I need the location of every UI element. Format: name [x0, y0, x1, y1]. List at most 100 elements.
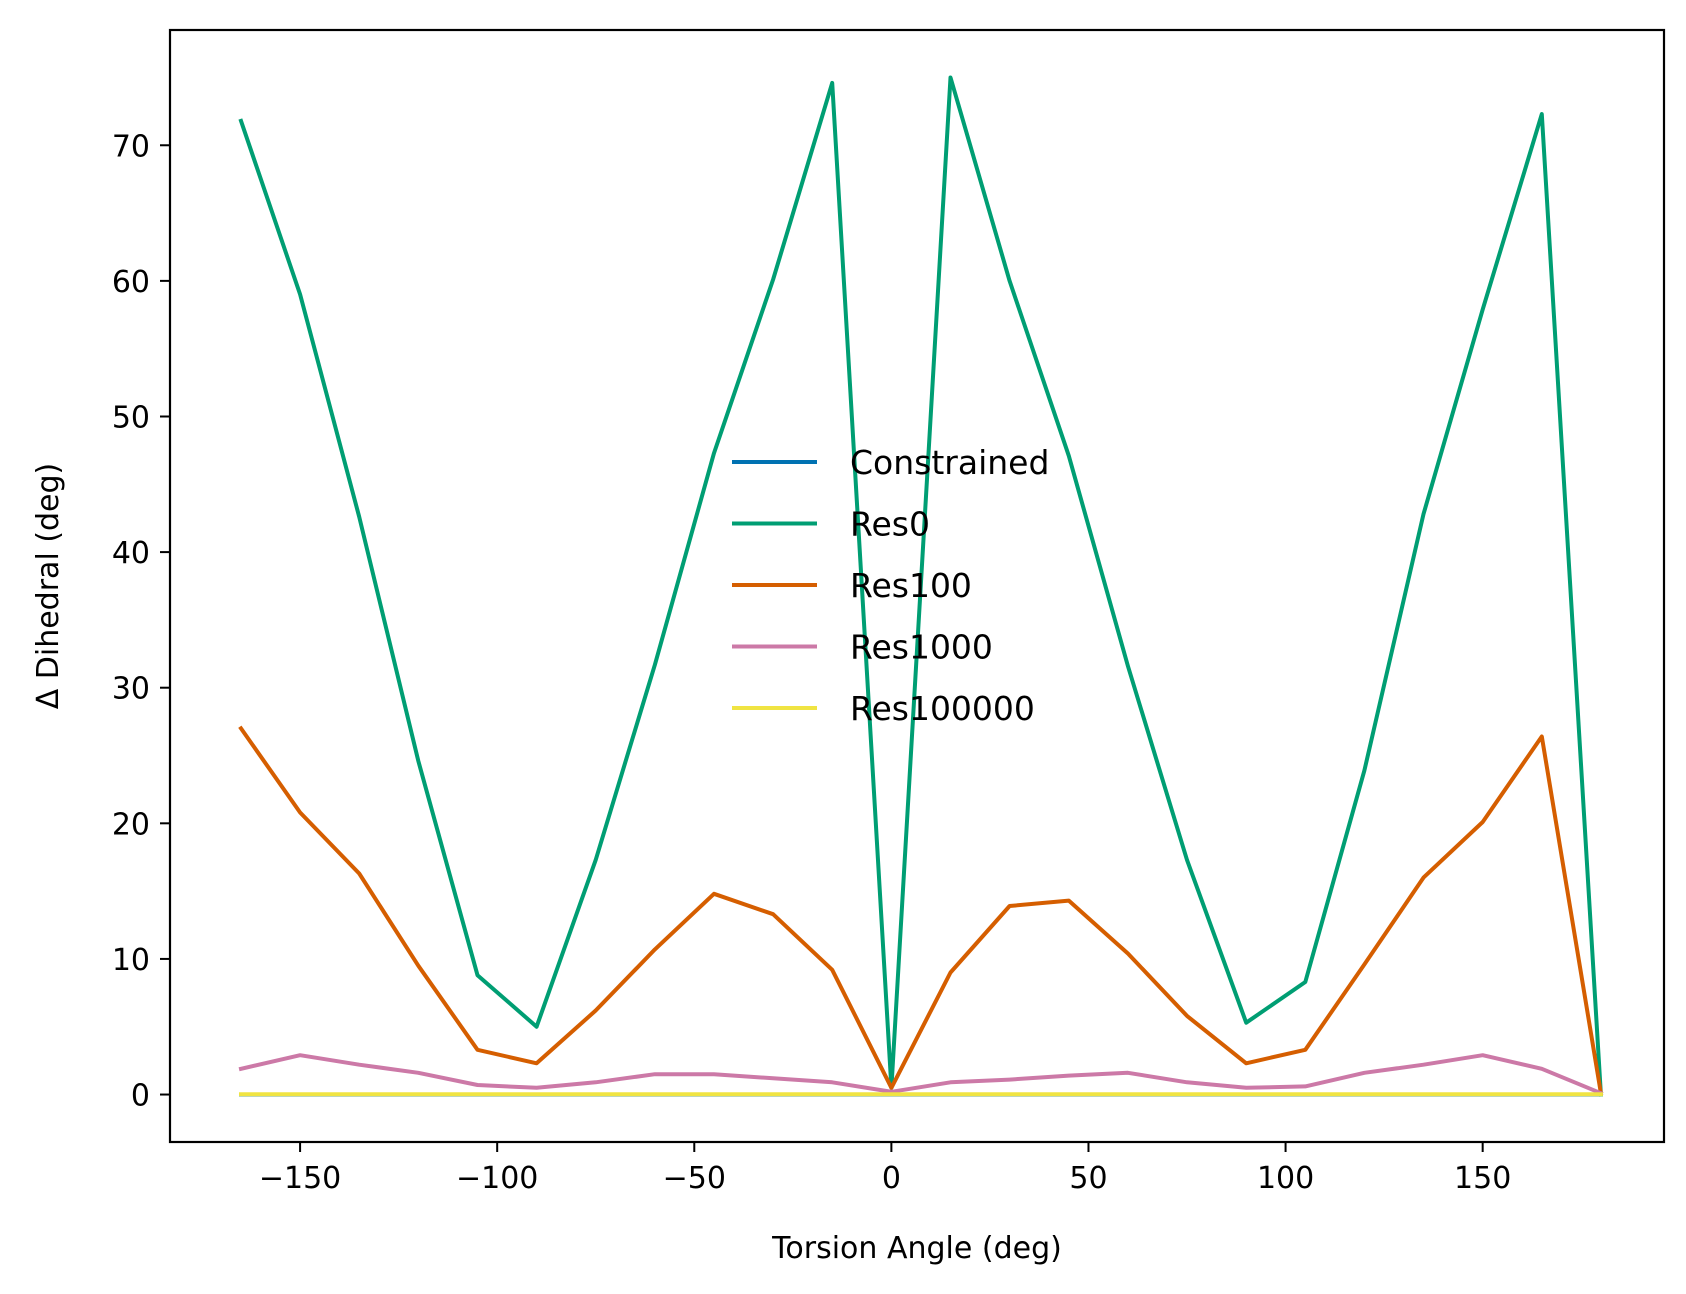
data-point: [712, 1072, 716, 1076]
data-point: [298, 1092, 302, 1096]
data-point: [1422, 512, 1426, 516]
legend-label: Res100000: [850, 689, 1035, 728]
x-tick-label: −150: [259, 1161, 341, 1196]
series-line: [238, 1053, 1604, 1096]
data-point: [476, 1092, 480, 1096]
data-point: [1481, 1053, 1485, 1057]
data-point: [771, 278, 775, 282]
data-point: [476, 1048, 480, 1052]
x-tick-label: −100: [456, 1161, 538, 1196]
data-point: [1008, 279, 1012, 283]
data-point: [1185, 1014, 1189, 1018]
data-point: [1008, 1078, 1012, 1082]
data-point: [771, 912, 775, 916]
data-point: [949, 971, 953, 975]
data-point: [239, 1067, 243, 1071]
y-tick-label: 60: [112, 265, 150, 300]
data-point: [1067, 454, 1071, 458]
data-point: [535, 1092, 539, 1096]
y-tick-label: 70: [112, 129, 150, 164]
data-point: [298, 292, 302, 296]
data-point: [949, 1092, 953, 1096]
data-point: [1540, 735, 1544, 739]
data-point: [1481, 820, 1485, 824]
data-point: [1540, 1092, 1544, 1096]
data-point: [594, 1092, 598, 1096]
legend-item: Res0: [732, 505, 930, 544]
data-point: [1422, 1063, 1426, 1067]
y-axis: 0 10 20 30 40 50 60 70: [112, 129, 170, 1114]
data-point: [416, 1071, 420, 1075]
data-point: [830, 968, 834, 972]
series-layer: [238, 75, 1604, 1097]
data-point: [1540, 112, 1544, 116]
data-point: [1540, 1067, 1544, 1071]
data-point: [1008, 1092, 1012, 1096]
data-point: [1362, 962, 1366, 966]
data-point: [416, 1092, 420, 1096]
data-point: [1244, 1061, 1248, 1065]
data-point: [1481, 307, 1485, 311]
data-point: [1422, 876, 1426, 880]
data-point: [830, 1080, 834, 1084]
series-line: [238, 725, 1604, 1096]
y-tick-label: 40: [112, 536, 150, 571]
data-point: [1481, 1092, 1485, 1096]
data-point: [1422, 1092, 1426, 1096]
y-tick-label: 10: [112, 943, 150, 978]
y-axis-label: Δ Dihedral (deg): [31, 463, 66, 710]
data-point: [416, 759, 420, 763]
data-point: [653, 663, 657, 667]
data-point: [1244, 1086, 1248, 1090]
data-point: [239, 726, 243, 730]
data-point: [1185, 858, 1189, 862]
data-point: [535, 1061, 539, 1065]
data-point: [1244, 1021, 1248, 1025]
x-tick-label: 0: [882, 1161, 901, 1196]
x-tick-label: 100: [1257, 1161, 1314, 1196]
data-point: [1067, 1092, 1071, 1096]
data-point: [653, 1072, 657, 1076]
data-point: [949, 76, 953, 80]
x-tick-label: −50: [663, 1161, 726, 1196]
series-res0: [238, 75, 1604, 1097]
y-tick-label: 20: [112, 807, 150, 842]
data-point: [1185, 1092, 1189, 1096]
data-point: [1126, 664, 1130, 668]
data-point: [712, 1092, 716, 1096]
legend-label: Res0: [850, 505, 930, 544]
legend-item: Constrained: [732, 443, 1049, 482]
x-axis-label: Torsion Angle (deg): [771, 1231, 1062, 1266]
series-line: [238, 75, 1604, 1097]
data-point: [357, 1092, 361, 1096]
data-point: [357, 515, 361, 519]
y-tick-label: 30: [112, 672, 150, 707]
data-point: [1244, 1092, 1248, 1096]
data-point: [889, 1092, 893, 1096]
data-point: [298, 1053, 302, 1057]
data-point: [535, 1025, 539, 1029]
x-axis: −150 −100 −50 0 50 100 150: [259, 1142, 1511, 1196]
data-point: [949, 1080, 953, 1084]
legend-label: Res100: [850, 566, 972, 605]
data-point: [1067, 1074, 1071, 1078]
data-point: [771, 1092, 775, 1096]
data-point: [357, 872, 361, 876]
data-point: [1303, 1092, 1307, 1096]
data-point: [1126, 1071, 1130, 1075]
legend-item: Res100000: [732, 689, 1035, 728]
plot-frame: [168, 28, 1666, 1144]
data-point: [476, 1083, 480, 1087]
data-point: [712, 451, 716, 455]
legend-item: Res1000: [732, 628, 993, 667]
data-point: [1303, 1084, 1307, 1088]
data-point: [1599, 1092, 1603, 1096]
data-point: [1362, 768, 1366, 772]
y-tick-label: 50: [112, 400, 150, 435]
data-point: [771, 1076, 775, 1080]
legend-label: Constrained: [850, 443, 1049, 482]
legend: Constrained Res0 Res100 Res1000 Res100000: [732, 443, 1049, 728]
data-point: [357, 1063, 361, 1067]
